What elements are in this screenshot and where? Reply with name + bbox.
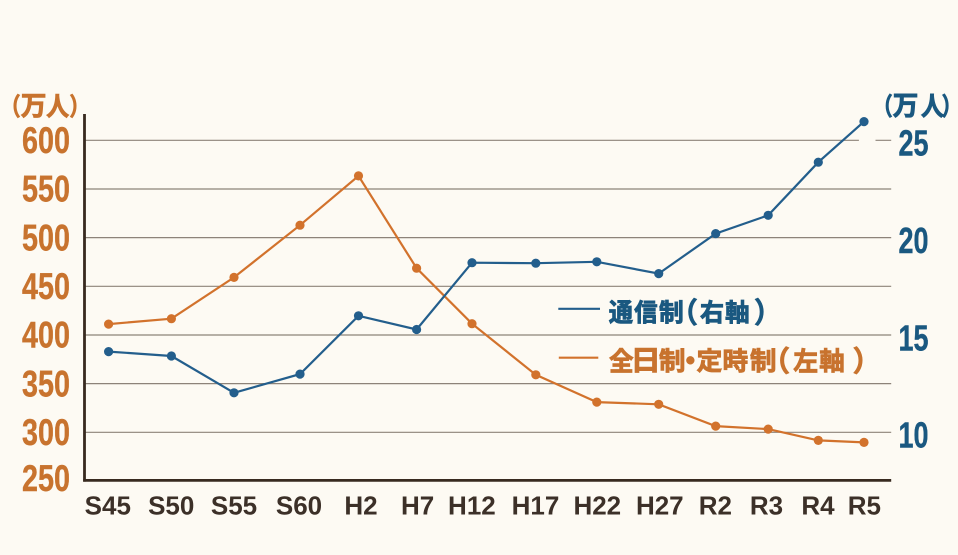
svg-text:20: 20: [899, 220, 929, 261]
svg-text:600: 600: [22, 120, 70, 161]
svg-text:350: 350: [22, 363, 70, 404]
svg-text:S50: S50: [148, 491, 194, 521]
svg-text:250: 250: [22, 458, 70, 499]
svg-text:15: 15: [899, 317, 929, 358]
svg-text:H2: H2: [344, 491, 377, 521]
svg-text:300: 300: [22, 412, 70, 453]
svg-text:R5: R5: [848, 491, 881, 521]
svg-text:H22: H22: [573, 491, 621, 521]
svg-text:S55: S55: [211, 491, 257, 521]
svg-text:500: 500: [22, 217, 70, 258]
svg-text:400: 400: [22, 315, 70, 356]
svg-text:H7: H7: [401, 491, 434, 521]
svg-text:R3: R3: [750, 491, 783, 521]
svg-text:25: 25: [899, 123, 929, 164]
svg-text:S45: S45: [85, 491, 131, 521]
svg-text:R4: R4: [801, 491, 835, 521]
svg-text:550: 550: [22, 169, 70, 210]
svg-text:H12: H12: [448, 491, 496, 521]
svg-text:H27: H27: [636, 491, 684, 521]
svg-text:R2: R2: [699, 491, 732, 521]
svg-text:10: 10: [899, 415, 929, 456]
svg-text:450: 450: [22, 266, 70, 307]
svg-text:H17: H17: [512, 491, 560, 521]
svg-text:S60: S60: [276, 491, 322, 521]
